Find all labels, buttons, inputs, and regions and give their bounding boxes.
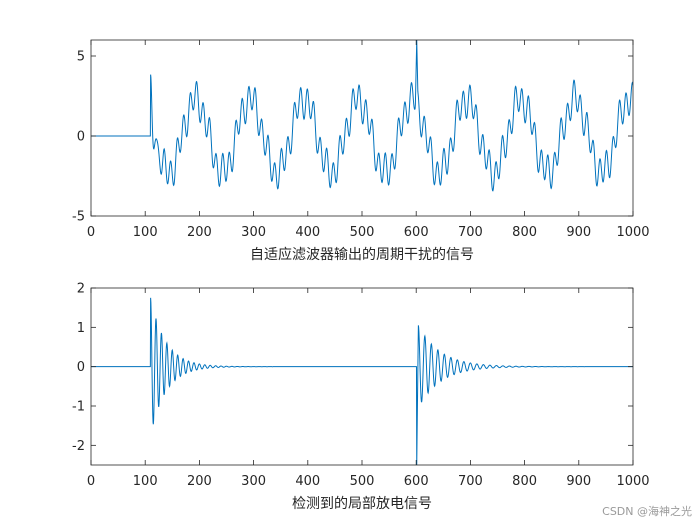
- x-tick-label: 900: [566, 474, 591, 489]
- x-tick-label: 1000: [616, 474, 649, 489]
- x-tick-label: 0: [87, 225, 95, 240]
- series-line: [91, 40, 633, 192]
- y-tick-label: -5: [72, 210, 85, 225]
- x-tick-label: 200: [187, 225, 212, 240]
- x-axis-label: 自适应滤波器输出的周期干扰的信号: [250, 246, 474, 263]
- x-tick-label: 500: [350, 474, 375, 489]
- x-tick-label: 900: [566, 225, 591, 240]
- y-tick-label: -2: [72, 439, 85, 454]
- watermark: CSDN @海神之光: [602, 505, 692, 518]
- y-tick-label: 2: [77, 282, 85, 297]
- x-tick-label: 0: [87, 474, 95, 489]
- y-tick-label: -1: [72, 400, 85, 415]
- y-tick-label: 0: [77, 360, 85, 375]
- x-tick-label: 400: [295, 225, 320, 240]
- x-tick-label: 400: [295, 474, 320, 489]
- x-tick-label: 1000: [616, 225, 649, 240]
- x-tick-label: 600: [404, 474, 429, 489]
- x-tick-label: 200: [187, 474, 212, 489]
- axes-box: [90, 39, 634, 217]
- x-tick-label: 800: [512, 474, 537, 489]
- x-tick-label: 700: [458, 225, 483, 240]
- x-tick-label: 800: [512, 225, 537, 240]
- x-tick-label: 500: [350, 225, 375, 240]
- x-tick-label: 100: [133, 474, 158, 489]
- y-tick-label: 1: [77, 321, 85, 336]
- x-tick-label: 600: [404, 225, 429, 240]
- y-tick-label: 0: [77, 130, 85, 145]
- x-axis-label: 检测到的局部放电信号: [292, 496, 432, 512]
- x-tick-label: 300: [241, 474, 266, 489]
- axes-box: [90, 287, 634, 466]
- x-tick-label: 700: [458, 474, 483, 489]
- upper-subplot: 0 100 200 300 400 500 600 700 800 900 1000-505自适应滤…: [72, 39, 650, 263]
- y-tick-label: 5: [77, 50, 85, 65]
- x-tick-label: 300: [241, 225, 266, 240]
- x-tick-label: 100: [133, 225, 158, 240]
- lower-subplot: 0 100 200 300 400 500 600 700 800 900 1000 -2 -1 0 1 2 检…: [72, 282, 650, 513]
- series-line: [91, 297, 633, 465]
